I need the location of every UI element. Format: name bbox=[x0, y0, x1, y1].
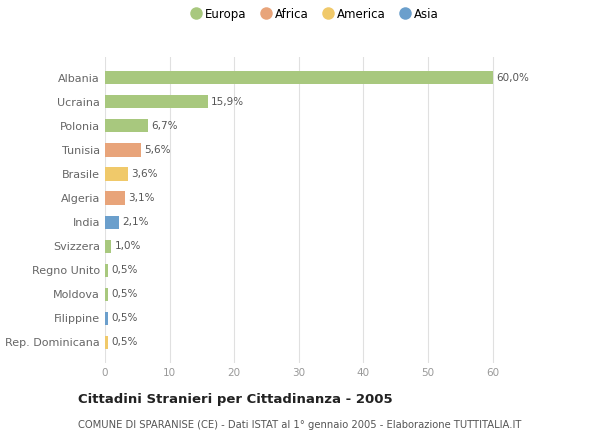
Bar bbox=[105, 336, 108, 349]
Text: 6,7%: 6,7% bbox=[152, 121, 178, 131]
Text: 2,1%: 2,1% bbox=[122, 217, 148, 227]
Text: 0,5%: 0,5% bbox=[112, 313, 138, 323]
Text: 5,6%: 5,6% bbox=[145, 145, 171, 155]
Text: COMUNE DI SPARANISE (CE) - Dati ISTAT al 1° gennaio 2005 - Elaborazione TUTTITAL: COMUNE DI SPARANISE (CE) - Dati ISTAT al… bbox=[78, 420, 521, 430]
Bar bbox=[105, 95, 208, 108]
Text: 3,6%: 3,6% bbox=[131, 169, 158, 179]
Text: 0,5%: 0,5% bbox=[112, 290, 138, 299]
Bar bbox=[105, 143, 141, 157]
Text: 15,9%: 15,9% bbox=[211, 97, 244, 107]
Text: Cittadini Stranieri per Cittadinanza - 2005: Cittadini Stranieri per Cittadinanza - 2… bbox=[78, 392, 392, 406]
Bar bbox=[105, 119, 148, 132]
Text: 1,0%: 1,0% bbox=[115, 241, 141, 251]
Legend: Europa, Africa, America, Asia: Europa, Africa, America, Asia bbox=[191, 8, 439, 21]
Bar bbox=[105, 264, 108, 277]
Bar bbox=[105, 71, 493, 84]
Text: 60,0%: 60,0% bbox=[496, 73, 529, 83]
Bar bbox=[105, 167, 128, 180]
Bar bbox=[105, 216, 119, 229]
Text: 0,5%: 0,5% bbox=[112, 265, 138, 275]
Text: 0,5%: 0,5% bbox=[112, 337, 138, 348]
Bar bbox=[105, 240, 112, 253]
Bar bbox=[105, 312, 108, 325]
Bar bbox=[105, 288, 108, 301]
Bar bbox=[105, 191, 125, 205]
Text: 3,1%: 3,1% bbox=[128, 193, 155, 203]
